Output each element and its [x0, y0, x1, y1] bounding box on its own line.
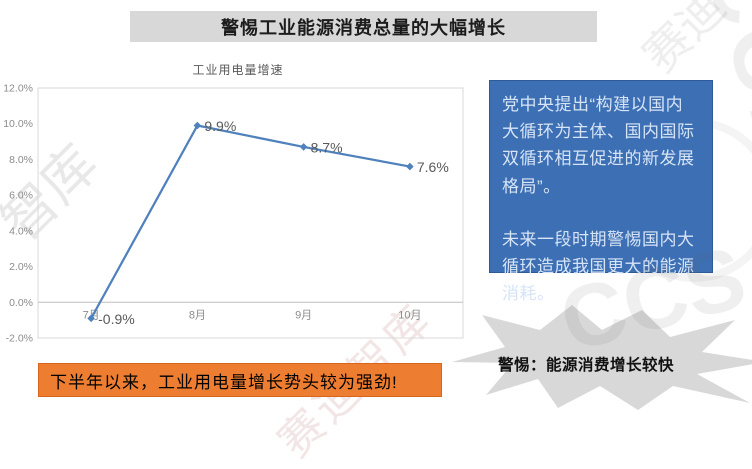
callout-box: 党中央提出“构建以国内大循环为主体、国内国际双循环相互促进的新发展格局”。 未来… [489, 80, 713, 303]
svg-text:12.0%: 12.0% [3, 83, 33, 95]
burst-shape-polygon [452, 305, 752, 410]
svg-text:4.0%: 4.0% [9, 225, 33, 237]
slide-title: 警惕工业能源消费总量的大幅增长 [130, 11, 597, 42]
watermark-brand: 赛迪 [633, 0, 736, 83]
svg-text:-0.9%: -0.9% [98, 311, 135, 327]
svg-text:9.9%: 9.9% [204, 118, 236, 134]
line-chart: 12.0%10.0%8.0%6.0%4.0%2.0%0.0%-2.0%7月8月9… [3, 83, 464, 345]
burst-warning-text: 警惕：能源消费增长较快 [497, 357, 674, 374]
svg-text:2.0%: 2.0% [9, 261, 33, 273]
svg-text:8月: 8月 [189, 309, 206, 321]
callout-paragraph: 党中央提出“构建以国内大循环为主体、国内国际双循环相互促进的新发展格局”。 [502, 95, 695, 196]
svg-text:-2.0%: -2.0% [6, 333, 33, 345]
burst-shape [452, 305, 752, 410]
callout-paragraph: 未来一段时期警惕国内大循环造成我国更大的能源消耗。 [502, 229, 695, 304]
chart-title: 工业用电量增速 [192, 63, 284, 77]
svg-text:10.0%: 10.0% [3, 118, 33, 130]
svg-text:7.6%: 7.6% [417, 159, 449, 175]
svg-text:6.0%: 6.0% [9, 190, 33, 202]
svg-text:8.7%: 8.7% [311, 139, 343, 155]
svg-text:10月: 10月 [398, 309, 421, 321]
svg-text:9月: 9月 [295, 309, 312, 321]
svg-text:8.0%: 8.0% [9, 154, 33, 166]
bottom-banner: 下半年以来，工业用电量增长势头较为强劲! [38, 363, 442, 397]
svg-text:0.0%: 0.0% [9, 297, 33, 309]
